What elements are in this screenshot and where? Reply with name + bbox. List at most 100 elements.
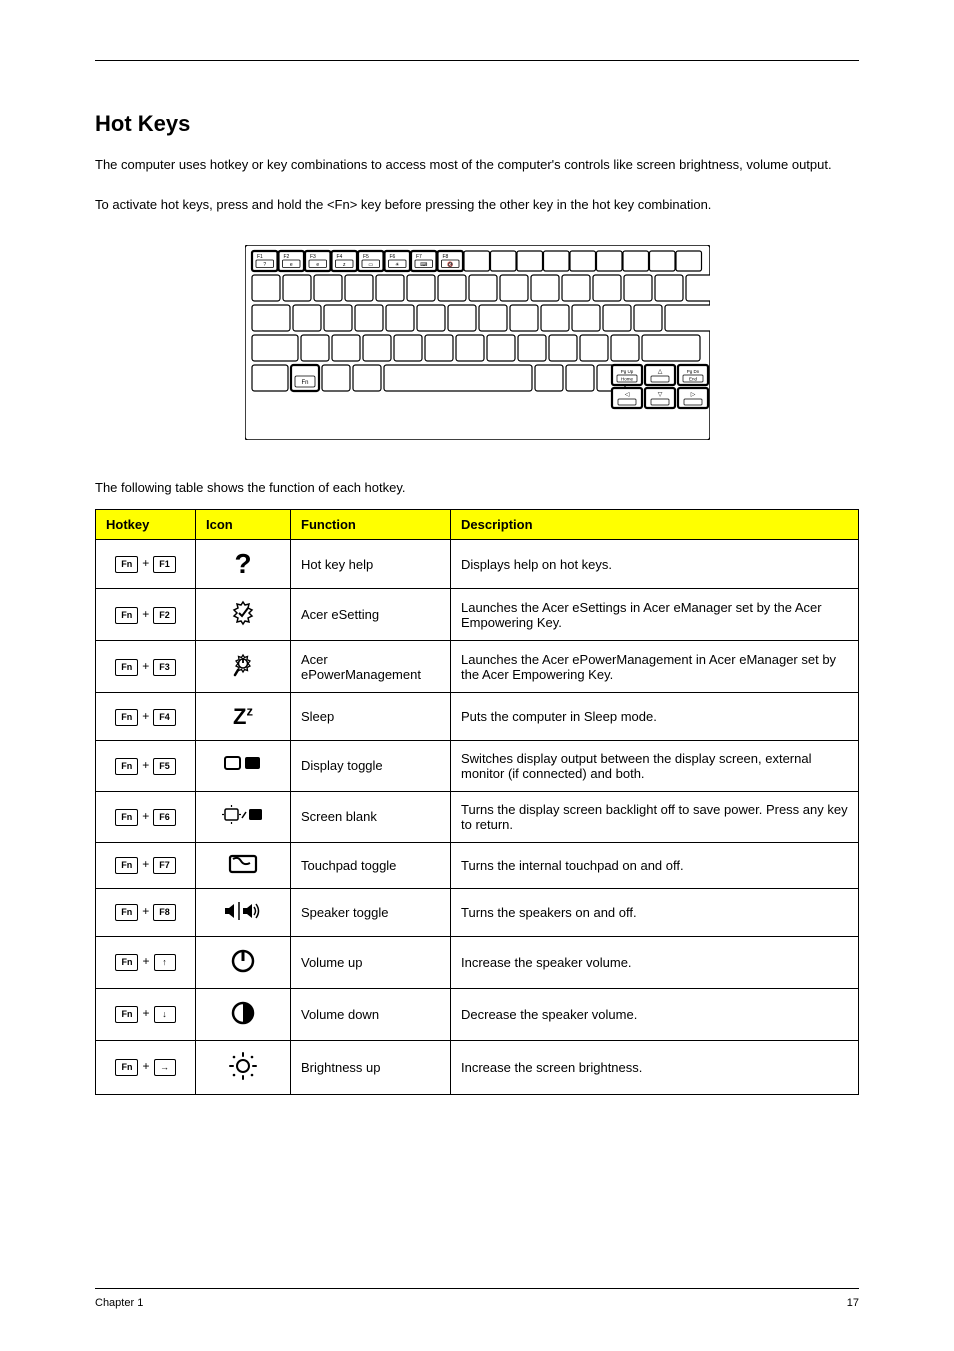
keycap-fn: Fn xyxy=(115,607,138,624)
th-icon: Icon xyxy=(196,510,291,540)
plus-separator: + xyxy=(142,1059,149,1073)
table-row: Fn+F5Display toggleSwitches display outp… xyxy=(96,740,859,791)
svg-text:△: △ xyxy=(657,369,662,375)
description-cell: Switches display output between the disp… xyxy=(451,740,859,791)
hotkey-cell: Fn + F6 xyxy=(96,791,196,842)
keycap-fn: Fn xyxy=(115,659,138,676)
plus-separator: + xyxy=(142,857,149,871)
page-footer: Chapter 1 17 xyxy=(95,1288,859,1309)
hotkey-icon xyxy=(223,763,263,778)
keyboard-svg: F1?F2eF3eF4zF5▭F6☀F7⌨F8🔇 Fn Pg UpHome△Pg… xyxy=(245,245,710,440)
svg-text:◁: ◁ xyxy=(624,392,629,398)
hotkey-icon xyxy=(222,814,264,829)
table-row: Fn + ↑ Volume upIncrease the speaker volume… xyxy=(96,936,859,988)
plus-separator: + xyxy=(142,1006,149,1020)
keycap-fn: Fn xyxy=(115,857,138,874)
table-row: Fn+F1?Hot key helpDisplays help on hot k… xyxy=(96,540,859,589)
plus-separator: + xyxy=(142,709,149,723)
function-cell: Volume up xyxy=(291,936,451,988)
svg-text:🔇: 🔇 xyxy=(447,261,453,268)
keycap-fn: Fn xyxy=(115,1006,138,1023)
keycap-combo: F3 xyxy=(153,659,176,676)
function-cell: Brightness up xyxy=(291,1040,451,1094)
table-row: Fn+F6Screen blankTurns the display scree… xyxy=(96,791,859,842)
section-title: Hot Keys xyxy=(95,111,859,137)
hotkey-cell: Fn + F8 xyxy=(96,888,196,936)
footer-chapter: Chapter 1 xyxy=(95,1297,143,1309)
hotkey-cell: Fn+F2 xyxy=(96,589,196,641)
plus-separator: + xyxy=(142,809,149,823)
function-cell: Touchpad toggle xyxy=(291,842,451,888)
icon-cell xyxy=(196,988,291,1040)
icon-cell xyxy=(196,641,291,693)
icon-cell xyxy=(196,842,291,888)
table-row: Fn+F3Acer ePowerManagementLaunches the A… xyxy=(96,641,859,693)
svg-text:F6: F6 xyxy=(389,254,395,260)
howto-text: To activate hot keys, press and hold the… xyxy=(95,197,711,212)
icon-cell xyxy=(196,589,291,641)
plus-separator: + xyxy=(142,904,149,918)
description-cell: Launches the Acer eSettings in Acer eMan… xyxy=(451,589,859,641)
svg-text:e: e xyxy=(289,262,292,268)
keycap-combo: F7 xyxy=(153,857,176,874)
svg-text:F2: F2 xyxy=(283,254,289,260)
keycap-fn: Fn xyxy=(115,1059,138,1076)
intro-paragraph: The computer uses hotkey or key combinat… xyxy=(95,155,859,215)
table-intro: The following table shows the function o… xyxy=(95,480,859,495)
table-row: Fn+↓Volume downDecrease the speaker volu… xyxy=(96,988,859,1040)
table-row: Fn + → Brightness upIncrease the screen bri… xyxy=(96,1040,859,1094)
svg-text:e: e xyxy=(316,262,319,268)
footer-page-number: 17 xyxy=(847,1297,859,1309)
hotkey-icon: ? xyxy=(234,561,251,576)
description-cell: Increase the screen brightness. xyxy=(451,1040,859,1094)
footer-divider xyxy=(95,1288,859,1289)
svg-text:F4: F4 xyxy=(336,254,342,260)
svg-text:F8: F8 xyxy=(442,254,448,260)
function-cell: Hot key help xyxy=(291,540,451,589)
function-cell: Volume down xyxy=(291,988,451,1040)
hotkey-icon xyxy=(228,863,258,878)
hotkey-cell: Fn+F4 xyxy=(96,693,196,740)
description-cell: Increase the speaker volume. xyxy=(451,936,859,988)
function-cell: Speaker toggle xyxy=(291,888,451,936)
hotkey-icon xyxy=(223,911,263,926)
description-cell: Puts the computer in Sleep mode. xyxy=(451,693,859,740)
plus-separator: + xyxy=(142,954,149,968)
svg-text:Home: Home xyxy=(620,377,633,382)
table-row: Fn+F7Touchpad toggleTurns the internal t… xyxy=(96,842,859,888)
keycap-fn: Fn xyxy=(115,904,138,921)
icon-cell xyxy=(196,936,291,988)
keycap-combo: F6 xyxy=(153,809,176,826)
keycap-fn: Fn xyxy=(115,709,138,726)
keycap-fn: Fn xyxy=(115,954,138,971)
function-cell: Acer eSetting xyxy=(291,589,451,641)
intro-text: The computer uses hotkey or key combinat… xyxy=(95,157,832,172)
hotkey-cell: Fn + F7 xyxy=(96,842,196,888)
keyboard-diagram: F1?F2eF3eF4zF5▭F6☀F7⌨F8🔇 Fn Pg UpHome△Pg… xyxy=(245,245,710,440)
table-row: Fn+F4ZzSleepPuts the computer in Sleep m… xyxy=(96,693,859,740)
keycap-combo: F2 xyxy=(153,607,176,624)
keycap-combo: → xyxy=(154,1059,176,1076)
icon-cell: Zz xyxy=(196,693,291,740)
description-cell: Displays help on hot keys. xyxy=(451,540,859,589)
svg-text:End: End xyxy=(688,377,697,382)
keycap-combo: ↑ xyxy=(154,954,176,971)
plus-separator: + xyxy=(142,556,149,570)
hotkey-cell: Fn + F3 xyxy=(96,641,196,693)
plus-separator: + xyxy=(142,659,149,673)
plus-separator: + xyxy=(142,758,149,772)
svg-text:Pg Up: Pg Up xyxy=(620,369,633,374)
hotkey-icon: Zz xyxy=(233,712,253,727)
function-cell: Display toggle xyxy=(291,740,451,791)
hotkey-cell: Fn+F1 xyxy=(96,540,196,589)
description-cell: Launches the Acer ePowerManagement in Ac… xyxy=(451,641,859,693)
description-cell: Decrease the speaker volume. xyxy=(451,988,859,1040)
keycap-fn: Fn xyxy=(115,809,138,826)
svg-text:F7: F7 xyxy=(416,254,422,260)
svg-text:Fn: Fn xyxy=(301,380,308,386)
keycap-combo: F8 xyxy=(153,904,176,921)
hotkeys-table: Hotkey Icon Function Description Fn+F1?H… xyxy=(95,509,859,1094)
icon-cell xyxy=(196,888,291,936)
keycap-fn: Fn xyxy=(115,556,138,573)
svg-text:▽: ▽ xyxy=(657,392,662,398)
